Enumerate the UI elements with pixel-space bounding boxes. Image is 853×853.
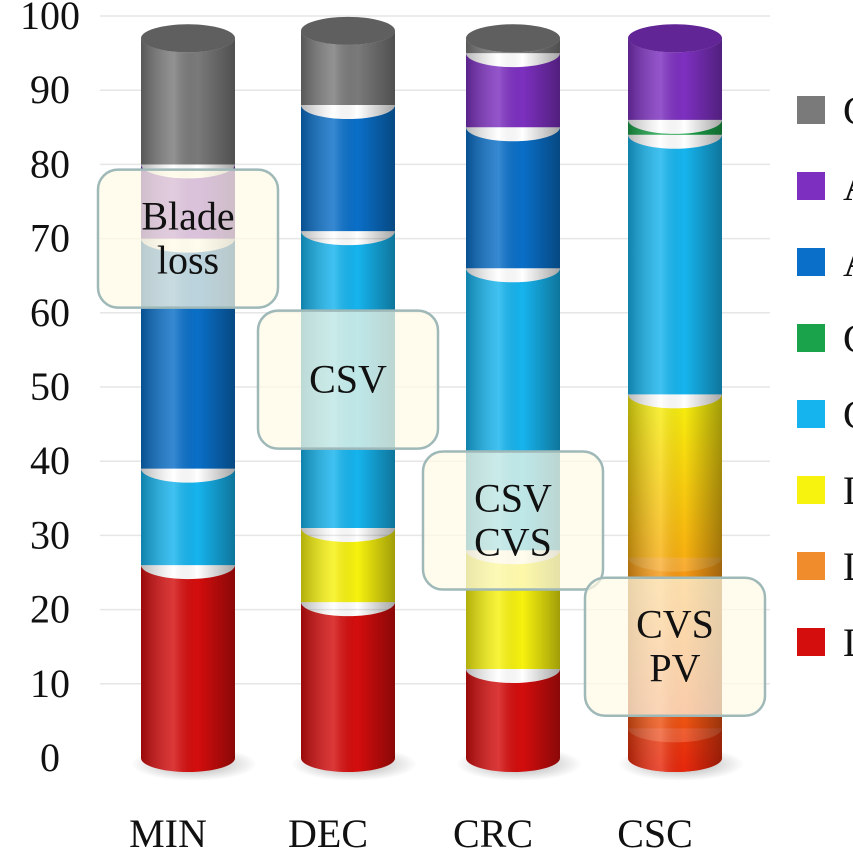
legend-item: L xyxy=(797,620,853,665)
annotation-text: loss xyxy=(157,238,219,283)
legend-swatch xyxy=(797,96,825,124)
legend-label: C xyxy=(843,392,853,437)
legend-label: L xyxy=(843,544,853,589)
legend-label: C xyxy=(843,88,853,133)
y-axis-ticks: 0 10 20 30 40 50 60 70 80 90 100 xyxy=(20,0,80,780)
annotation-box: CSV xyxy=(256,309,440,450)
x-axis-labels: MIN DEC CRC CSC xyxy=(129,811,693,853)
bar-top-cap xyxy=(466,24,560,53)
bar-top-cap-shade xyxy=(466,24,560,53)
bar-top-cap xyxy=(301,16,395,45)
legend-swatch xyxy=(797,552,825,580)
y-tick-label: 40 xyxy=(30,438,70,483)
y-tick-label: 50 xyxy=(30,364,70,409)
legend-item: A xyxy=(797,164,853,209)
bar-top-cap-shade xyxy=(628,24,722,53)
x-tick-label: CRC xyxy=(453,811,533,853)
bar-top-cap xyxy=(628,24,722,53)
legend-swatch xyxy=(797,476,825,504)
legend-swatch xyxy=(797,324,825,352)
legend-label: L xyxy=(843,468,853,513)
annotation-text: CVS xyxy=(474,520,552,565)
y-tick-label: 80 xyxy=(30,141,70,186)
annotation-frame xyxy=(583,576,767,717)
x-tick-label: DEC xyxy=(288,811,368,853)
legend-swatch xyxy=(797,248,825,276)
bar-top-cap xyxy=(141,24,235,53)
legend-label: A xyxy=(843,164,853,209)
legend-item: L xyxy=(797,544,853,589)
annotation-frame xyxy=(421,450,605,591)
y-tick-label: 10 xyxy=(30,661,70,706)
annotation-text: CSV xyxy=(309,357,387,402)
legend-item: C xyxy=(797,88,853,133)
x-tick-label: CSC xyxy=(617,811,693,853)
annotation-text: CVS xyxy=(636,602,714,647)
legend-item: A xyxy=(797,240,853,285)
bar-body xyxy=(141,38,235,772)
legend-label: A xyxy=(843,240,853,285)
legend-swatch xyxy=(797,172,825,200)
annotation-text: CSV xyxy=(474,476,552,521)
annotation-frame xyxy=(256,309,440,450)
legend-item: L xyxy=(797,468,853,513)
y-tick-label: 70 xyxy=(30,216,70,261)
bar-body xyxy=(466,38,560,772)
y-tick-label: 60 xyxy=(30,290,70,335)
legend-label: C xyxy=(843,316,853,361)
y-tick-label: 90 xyxy=(30,67,70,112)
annotation-text: Blade xyxy=(141,194,234,239)
legend-swatch xyxy=(797,628,825,656)
legend-label: L xyxy=(843,620,853,665)
bar-top-cap-shade xyxy=(301,16,395,45)
legend: CAACCLLL xyxy=(797,88,853,665)
legend-item: C xyxy=(797,392,853,437)
bar-top-cap-shade xyxy=(141,24,235,53)
x-tick-label: MIN xyxy=(129,811,207,853)
bar-crc xyxy=(456,24,582,781)
bar-min xyxy=(131,24,257,781)
legend-swatch xyxy=(797,400,825,428)
annotation-text: PV xyxy=(649,646,700,691)
annotation-frame xyxy=(96,168,280,309)
legend-item: C xyxy=(797,316,853,361)
y-tick-label: 30 xyxy=(30,512,70,557)
bar-shading xyxy=(141,38,235,772)
y-tick-label: 0 xyxy=(40,735,60,780)
bar-shading xyxy=(466,38,560,772)
y-tick-label: 20 xyxy=(30,587,70,632)
y-tick-label: 100 xyxy=(20,0,80,38)
